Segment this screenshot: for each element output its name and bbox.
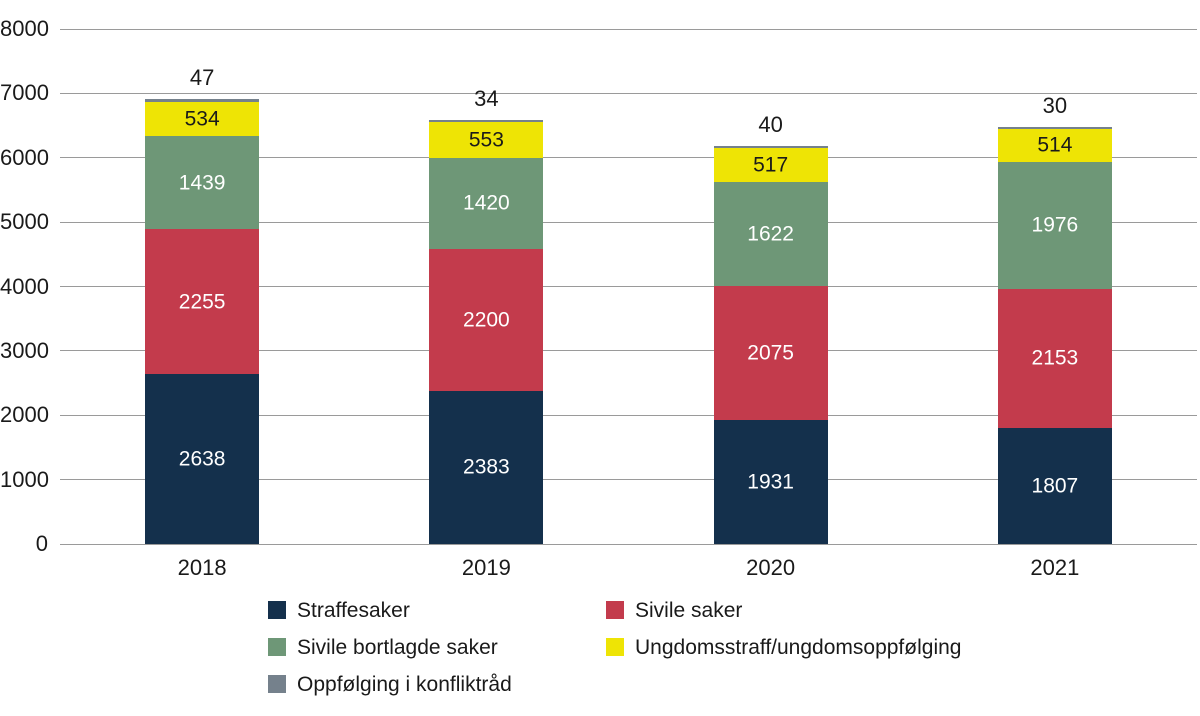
gridline-3000 [60,350,1197,352]
y-axis-tick-label: 6000 [0,144,49,170]
bar-segment-2021-series-0: 1807 [997,427,1112,544]
y-axis-tick-label: 3000 [0,337,49,363]
bar-segment-2021-series-3: 514 [997,128,1112,162]
legend-label: Ungdomsstraff/ungdomsoppfølging [635,635,962,659]
legend-swatch-icon [268,675,286,693]
legend-item-0: Straffesaker [268,598,606,622]
y-axis-tick-label: 7000 [0,80,49,106]
legend-swatch-icon [268,638,286,656]
bar-segment-2018-series-4 [145,98,260,102]
bar-segment-2019-series-1: 2200 [429,248,544,391]
bar-segment-2020-series-3: 517 [713,148,828,182]
bar-segment-2021-series-1: 2153 [997,289,1112,428]
bar-segment-2018-series-0: 2638 [145,374,260,544]
bar-value-label: 1931 [747,470,794,494]
y-axis-tick-label: 2000 [0,402,49,428]
y-axis-tick-label: 4000 [0,273,49,299]
bar-value-label: 2075 [747,341,794,365]
bar-value-label: 1439 [178,171,226,195]
x-axis-label-2018: 2018 [177,555,227,580]
bar-value-label: 2255 [178,290,226,314]
x-axis-label-2019: 2019 [461,555,511,580]
bar-value-label: 514 [1037,133,1073,157]
chart-legend: Straffesaker Sivile saker Sivile bortlagde… [268,598,962,696]
bar-segment-2019-series-0: 2383 [429,390,544,544]
legend-label: Sivile bortlagde saker [297,635,498,659]
bar-value-label: 534 [184,107,220,131]
bar-value-label: 1622 [747,222,794,246]
bar-value-label: 1807 [1031,474,1079,498]
bar-value-label: 2153 [1031,346,1079,370]
bar-segment-2019-series-2: 1420 [429,157,544,249]
bar-value-label: 1976 [1031,213,1079,237]
bar-segment-2021-series-4 [997,126,1112,129]
bar-segment-2020-series-0: 1931 [713,419,828,544]
bar-value-label: 2638 [178,447,226,471]
y-axis-tick-label: 0 [35,531,48,556]
bar-segment-2018-series-1: 2255 [145,229,260,375]
legend-swatch-icon [606,638,624,656]
legend-label: Straffesaker [297,598,410,622]
gridline-6000 [60,157,1197,159]
legend-label: Oppfølging i konfliktråd [297,672,512,696]
gridline-7000 [60,92,1197,94]
bar-segment-2020-series-4 [713,145,828,149]
bar-segment-2020-series-1: 2075 [713,286,828,420]
gridline-1000 [60,479,1197,481]
bar-segment-2019-series-4 [429,119,544,122]
gridline-2000 [60,414,1197,416]
bar-value-label: 553 [468,128,504,152]
bar-segment-2021-series-2: 1976 [997,161,1112,290]
bar-segment-2018-series-2: 1439 [145,136,260,229]
bar-segment-2020-series-2: 1622 [713,181,828,287]
bar-value-label-above: 47 [189,64,215,90]
legend-item-2: Sivile bortlagde saker [268,635,606,659]
gridline-8000 [60,28,1197,30]
x-axis-label-2021: 2021 [1030,555,1080,580]
y-axis-tick-label: 1000 [0,466,49,492]
bar-value-label-above: 34 [474,85,499,111]
legend-item-1: Sivile saker [606,598,961,622]
y-axis-tick-label: 5000 [0,209,49,235]
legend-swatch-icon [268,601,286,619]
bar-value-label: 2200 [463,308,510,332]
legend-item-3: Ungdomsstraff/ungdomsoppfølging [606,635,962,659]
bar-value-label: 517 [753,153,789,177]
gridline-5000 [60,221,1197,223]
legend-label: Sivile saker [635,598,743,622]
bar-value-label: 1420 [463,191,510,215]
bar-value-label-above: 30 [1042,92,1068,118]
legend-swatch-icon [606,601,624,619]
gridline-4000 [60,286,1197,287]
bar-segment-2018-series-3: 534 [145,102,260,137]
y-axis-tick-label: 8000 [0,16,49,41]
x-axis-label-2020: 2020 [746,555,796,580]
bar-segment-2019-series-3: 553 [429,121,544,158]
gridline-0 [60,543,1197,545]
bar-value-label-above: 40 [758,111,783,137]
bar-value-label: 2383 [463,455,510,479]
legend-item-4: Oppfølging i konfliktråd [268,672,606,696]
